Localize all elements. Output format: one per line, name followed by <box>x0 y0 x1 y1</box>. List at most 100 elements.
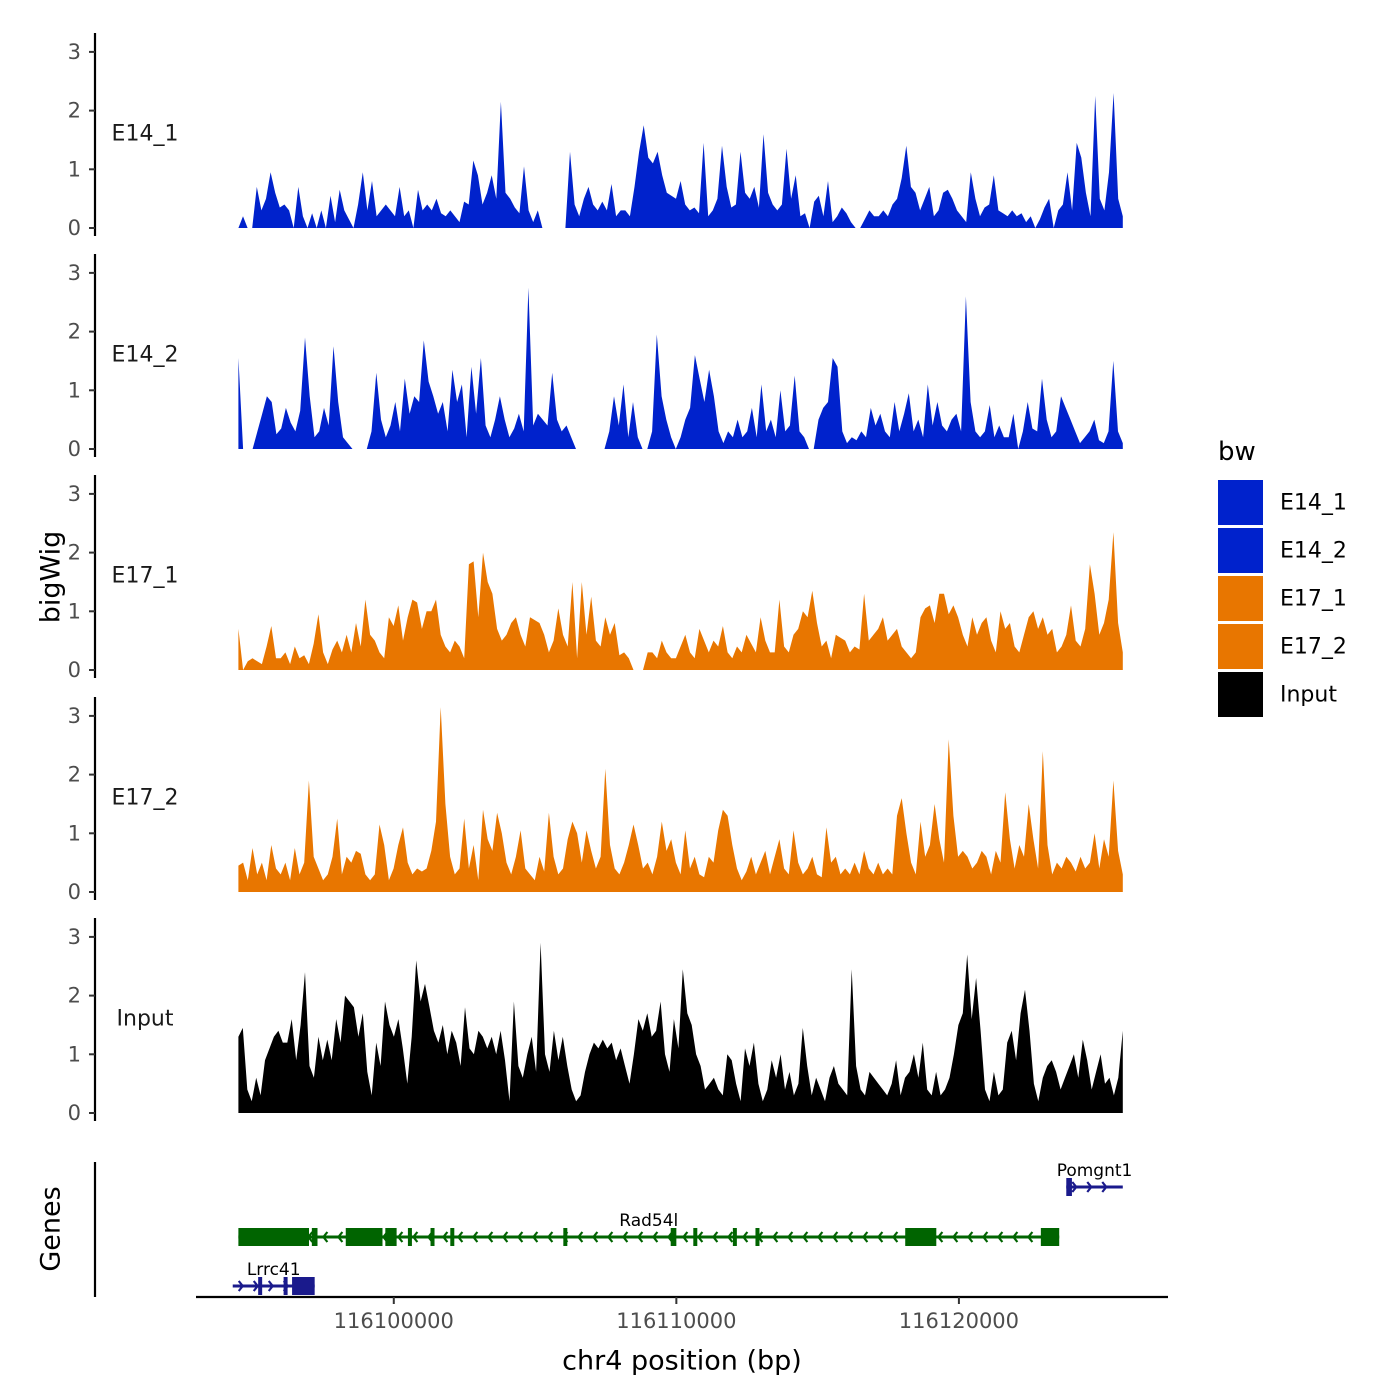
strand-arrow <box>696 1231 704 1243</box>
exon-block <box>345 1228 383 1246</box>
strand-arrow <box>651 1231 659 1243</box>
x-tick-label: 116120000 <box>899 1309 1019 1333</box>
strand-arrow <box>681 1231 689 1243</box>
legend-swatch <box>1218 672 1263 717</box>
strand-arrow <box>336 1231 344 1243</box>
strand-arrow <box>816 1231 824 1243</box>
coverage-area-E17_1 <box>238 532 1123 670</box>
x-axis-title: chr4 position (bp) <box>562 1346 802 1377</box>
exon-block <box>238 1228 310 1246</box>
gene-label: Pomgnt1 <box>1057 1161 1133 1181</box>
bigwig-tracks: 0 1 2 3 E14_1 0 1 2 3 E14_2 0 1 2 3 E17_1 0 1 2 3 E17_2 0 1 2 3… <box>68 33 1123 1125</box>
strand-arrow <box>621 1231 629 1243</box>
strand-arrow <box>1026 1231 1034 1243</box>
legend-title: bw <box>1218 437 1256 467</box>
y-tick-label: 1 <box>68 157 81 181</box>
genes-axis-title: Genes <box>36 1186 67 1271</box>
strand-arrow <box>501 1231 509 1243</box>
strand-arrow <box>321 1231 329 1243</box>
y-tick-label: 1 <box>68 821 81 845</box>
strand-arrow <box>252 1280 260 1292</box>
y-tick-label: 0 <box>68 1101 81 1125</box>
strand-arrow <box>711 1231 719 1243</box>
legend-swatch <box>1218 480 1263 525</box>
y-tick-label: 3 <box>68 925 81 949</box>
y-tick-label: 2 <box>68 984 81 1008</box>
track-label: E17_2 <box>112 786 179 811</box>
x-axis: 116100000 116110000 116120000 <box>196 1295 1168 1333</box>
exon-block <box>563 1228 568 1246</box>
exon-block <box>905 1228 937 1246</box>
exon-block <box>258 1277 263 1295</box>
strand-arrow <box>846 1231 854 1243</box>
x-tick-label: 116100000 <box>334 1309 454 1333</box>
coverage-area-E14_2 <box>238 287 1123 449</box>
legend-entry: Input <box>1218 672 1337 717</box>
y-tick-label: 0 <box>68 880 81 904</box>
y-tick-label: 0 <box>68 437 81 461</box>
strand-arrow <box>966 1231 974 1243</box>
coverage-area-E14_1 <box>238 93 1123 228</box>
legend: bw E14_1 E14_2 E17_1 E17_2 Input <box>1218 437 1347 717</box>
strand-arrow <box>606 1231 614 1243</box>
exon-block <box>385 1228 397 1246</box>
exon-block <box>1066 1178 1072 1196</box>
strand-arrow <box>591 1231 599 1243</box>
coverage-area-Input <box>238 942 1123 1113</box>
track-E14_2: 0 1 2 3 E14_2 <box>68 254 1123 461</box>
track-E17_2: 0 1 2 3 E17_2 <box>68 697 1123 904</box>
strand-arrow <box>576 1231 584 1243</box>
exon-block <box>430 1228 435 1246</box>
strand-arrow <box>951 1231 959 1243</box>
legend-label: Input <box>1280 683 1337 708</box>
exon-block <box>732 1228 737 1246</box>
y-tick-label: 2 <box>68 320 81 344</box>
strand-arrow <box>1101 1181 1108 1193</box>
gene-label: Rad54l <box>619 1211 678 1231</box>
track-label: Input <box>117 1007 174 1032</box>
gene-annotation-panel: Pomgnt1 Rad54l Lrrc41 <box>93 1161 1133 1297</box>
exon-block <box>693 1228 698 1246</box>
track-label: E17_1 <box>112 564 179 589</box>
strand-arrow <box>786 1231 794 1243</box>
strand-arrow <box>1086 1181 1093 1193</box>
strand-arrow <box>771 1231 779 1243</box>
strand-arrow <box>741 1231 749 1243</box>
strand-arrow <box>876 1231 884 1243</box>
strand-arrow <box>471 1231 479 1243</box>
legend-label: E14_1 <box>1280 491 1347 516</box>
strand-arrow <box>237 1280 245 1292</box>
exon-block <box>1040 1228 1060 1246</box>
strand-arrow <box>441 1231 449 1243</box>
legend-swatch <box>1218 576 1263 621</box>
y-tick-label: 1 <box>68 1042 81 1066</box>
coverage-area-E17_2 <box>238 707 1123 892</box>
y-tick-label: 3 <box>68 482 81 506</box>
legend-label: E17_1 <box>1280 587 1347 612</box>
legend-entry: E17_2 <box>1218 624 1347 669</box>
gene-Pomgnt1: Pomgnt1 <box>1057 1161 1133 1196</box>
strand-arrow <box>396 1231 404 1243</box>
legend-entry: E14_2 <box>1218 528 1347 573</box>
y-tick-label: 0 <box>68 216 81 240</box>
track-label: E14_2 <box>112 343 179 368</box>
strand-arrow <box>456 1231 464 1243</box>
strand-arrow <box>1071 1181 1078 1193</box>
gene-Lrrc41: Lrrc41 <box>232 1260 315 1295</box>
y-tick-label: 2 <box>68 99 81 123</box>
y-tick-label: 2 <box>68 763 81 787</box>
exon-block <box>311 1228 318 1246</box>
strand-arrow <box>267 1280 275 1292</box>
strand-arrow <box>486 1231 494 1243</box>
y-tick-label: 2 <box>68 541 81 565</box>
y-axis-title: bigWig <box>36 531 67 624</box>
strand-arrow <box>726 1231 734 1243</box>
strand-arrow <box>801 1231 809 1243</box>
gene-label: Lrrc41 <box>247 1260 301 1280</box>
legend-swatch <box>1218 624 1263 669</box>
y-tick-label: 3 <box>68 261 81 285</box>
exon-block <box>283 1277 288 1295</box>
track-Input: 0 1 2 3 Input <box>68 918 1123 1125</box>
strand-arrow <box>831 1231 839 1243</box>
legend-label: E14_2 <box>1280 539 1347 564</box>
